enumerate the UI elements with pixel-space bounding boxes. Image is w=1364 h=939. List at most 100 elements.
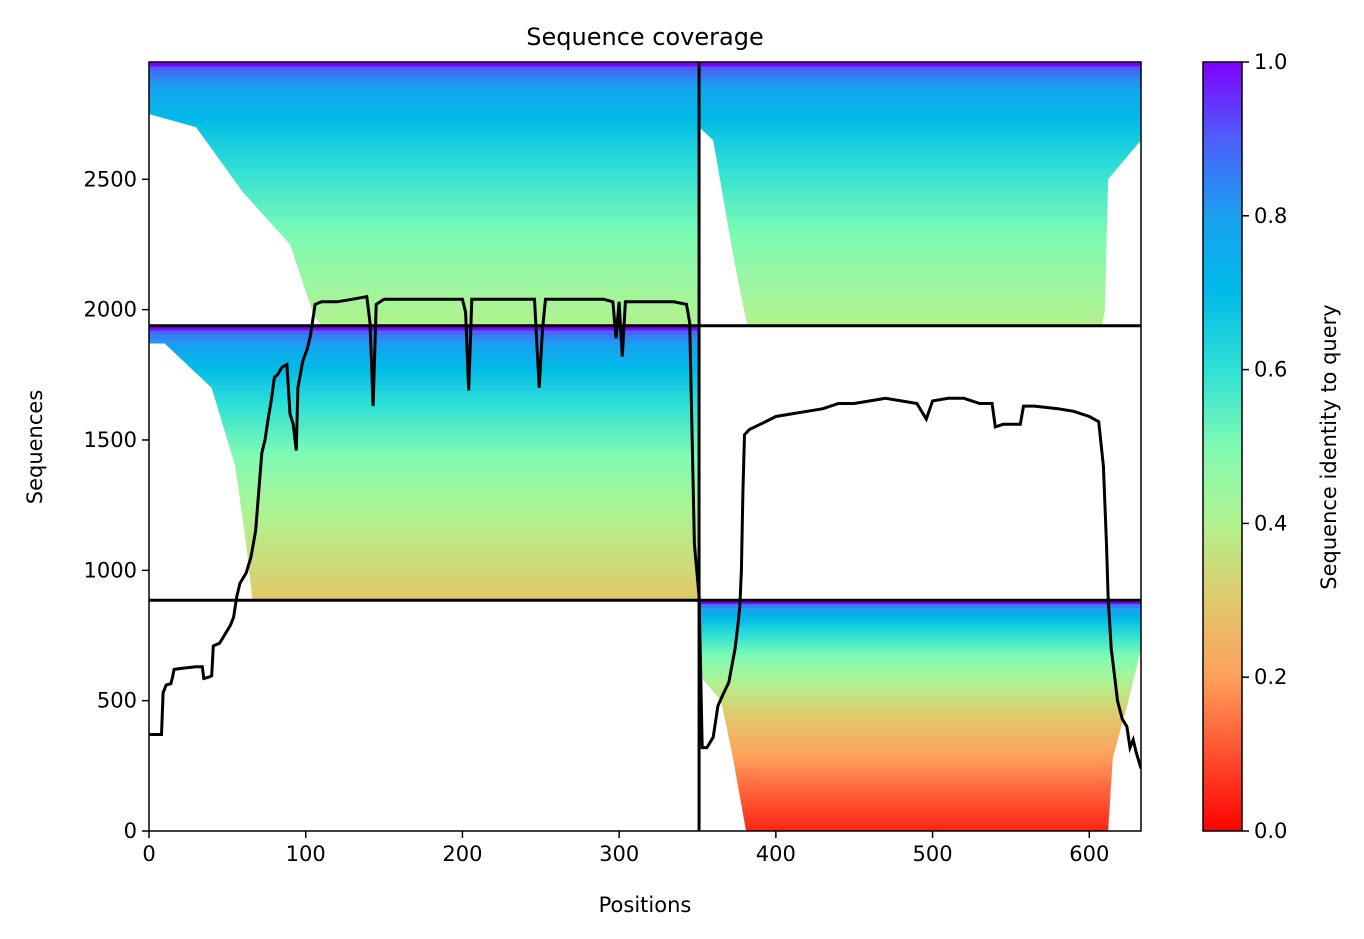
coverage-block-1-row [149, 508, 700, 514]
coverage-block-0-row [149, 127, 700, 133]
coverage-block-2-row [699, 176, 1141, 182]
coverage-block-0-row [149, 220, 700, 226]
coverage-block-2-row [699, 220, 1141, 226]
coverage-block-3-row [699, 665, 1141, 671]
coverage-block-1-row [149, 353, 700, 359]
coverage-block-1-row [149, 531, 700, 537]
x-tick-label: 500 [913, 842, 953, 866]
x-tick-label: 100 [286, 842, 326, 866]
coverage-block-3-row [699, 704, 1141, 709]
coverage-block-0-row [149, 97, 700, 103]
coverage-block-2-row [699, 295, 1141, 301]
coverage-block-0-row [149, 141, 700, 147]
coverage-block-3-row [699, 742, 1141, 748]
coverage-block-3-row [699, 700, 1141, 705]
coverage-block-2-row [699, 167, 1141, 173]
coverage-block-1-row [149, 568, 700, 574]
coverage-block-2-row [699, 123, 1141, 129]
coverage-block-2-row [699, 299, 1141, 305]
coverage-block-2-row [699, 193, 1141, 199]
coverage-block-3-row [699, 600, 1141, 605]
coverage-block-1-row [149, 572, 700, 579]
coverage-block-0-row [149, 167, 700, 173]
coverage-block-3-row [699, 815, 1141, 821]
x-tick-label: 0 [142, 842, 155, 866]
coverage-block-1-row [149, 536, 700, 542]
coverage-block-3-row [699, 781, 1141, 786]
colorbar-tick-label: 0.6 [1254, 358, 1287, 382]
coverage-block-2-row [699, 171, 1141, 177]
coverage-block-1-row [149, 586, 700, 592]
coverage-block-2-row [699, 163, 1141, 169]
coverage-block-2-row [699, 154, 1141, 160]
coverage-block-3-row [699, 696, 1141, 701]
coverage-block-3-row [699, 627, 1141, 632]
coverage-block-0-row [149, 286, 700, 292]
coverage-block-1-row [149, 472, 700, 478]
coverage-block-0-row [149, 70, 700, 76]
coverage-block-3-row [699, 607, 1141, 613]
coverage-block-1-row [149, 440, 700, 446]
coverage-block-2-row [699, 251, 1141, 257]
y-tick-label: 0 [124, 819, 137, 843]
coverage-block-0-row [149, 110, 700, 116]
coverage-block-1-row [149, 357, 700, 364]
coverage-block-3-row [699, 773, 1141, 778]
y-tick-label: 2000 [84, 298, 137, 322]
coverage-block-2-row [699, 149, 1141, 155]
coverage-block-3-row [699, 711, 1141, 717]
coverage-block-1-row [149, 595, 700, 601]
coverage-block-3-row [699, 819, 1141, 824]
coverage-block-3-row [699, 615, 1141, 621]
coverage-block-2-row [699, 101, 1141, 107]
x-axis-ticks: 0 100 200 300 400 500 600 [142, 831, 1109, 866]
coverage-block-1-row [149, 431, 700, 437]
coverage-block-2-row [699, 308, 1141, 314]
coverage-block-1-row [149, 426, 700, 432]
coverage-block-0-row [149, 251, 700, 257]
coverage-block-3-row [699, 692, 1141, 698]
coverage-block-3-row [699, 765, 1141, 771]
coverage-block-0-row [149, 277, 700, 283]
coverage-block-1-row [149, 444, 700, 450]
coverage-block-3-row [699, 623, 1141, 628]
coverage-block-2-row [699, 62, 1141, 67]
y-tick-label: 500 [97, 689, 137, 713]
coverage-block-3-row [699, 654, 1141, 659]
coverage-block-2-row [699, 246, 1141, 252]
coverage-block-1-row [149, 417, 700, 423]
coverage-block-1-row [149, 504, 700, 510]
coverage-block-3-row [699, 731, 1141, 736]
coverage-block-0-row [149, 229, 700, 235]
gap-wedge-chainB-lower-left [699, 674, 747, 831]
coverage-block-1-row [149, 549, 700, 556]
coverage-block-0-row [149, 211, 700, 217]
coverage-block-3-row [699, 634, 1141, 640]
coverage-block-1-row [149, 389, 700, 396]
coverage-block-3-row [699, 807, 1141, 813]
coverage-block-3-row [699, 673, 1141, 678]
coverage-block-2-row [699, 277, 1141, 283]
coverage-block-2-row [699, 97, 1141, 103]
x-axis-label: Positions [599, 893, 692, 917]
gap-wedge-chainA-lower [149, 343, 253, 601]
coverage-block-2-row [699, 290, 1141, 296]
coverage-block-0-row [149, 132, 700, 138]
coverage-block-2-row [699, 66, 1141, 72]
coverage-block-0-row [149, 145, 700, 151]
coverage-block-2-row [699, 229, 1141, 235]
coverage-block-1-row [149, 463, 700, 469]
coverage-block-0-row [149, 123, 700, 129]
coverage-block-2-row [699, 215, 1141, 221]
coverage-block-2-row [699, 321, 1141, 327]
coverage-block-1-row [149, 513, 700, 519]
coverage-block-0-row [149, 149, 700, 155]
x-tick-label: 300 [599, 842, 639, 866]
coverage-block-3-row [699, 827, 1141, 831]
coverage-block-0-row [149, 193, 700, 199]
coverage-block-2-row [699, 114, 1141, 120]
colorbar-tick-label: 0.2 [1254, 665, 1287, 689]
coverage-block-1-row [149, 540, 700, 547]
coverage-block-0-row [149, 66, 700, 72]
